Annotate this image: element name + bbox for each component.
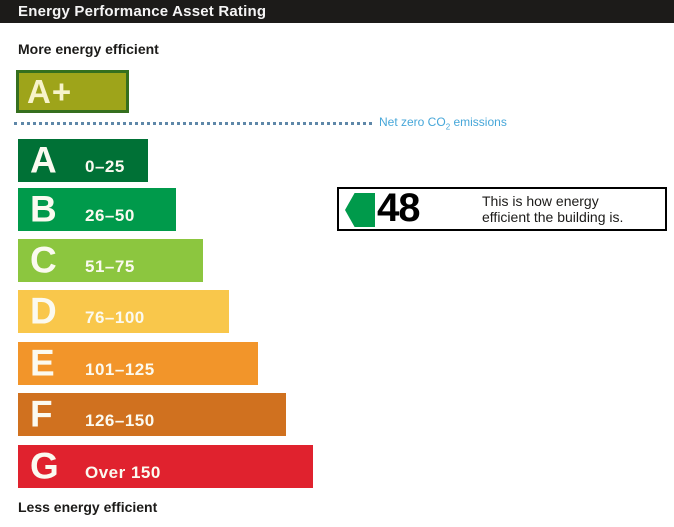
chart-title: Energy Performance Asset Rating <box>18 3 267 20</box>
net-zero-dotted-line <box>14 122 372 125</box>
band-a-plus: A+ <box>16 70 129 113</box>
band-g: G Over 150 <box>18 445 313 488</box>
band-d-range: 76–100 <box>85 308 145 327</box>
rating-description-line2: efficient the building is. <box>482 209 624 225</box>
band-g-letter: G <box>30 444 59 486</box>
rating-value: 48 <box>377 186 420 231</box>
band-c-range: 51–75 <box>85 257 135 276</box>
chart-title-bar: Energy Performance Asset Rating <box>0 0 674 23</box>
band-a: A 0–25 <box>18 139 148 182</box>
rating-indicator: 48 This is how energy efficient the buil… <box>337 187 667 231</box>
rating-arrow-icon <box>345 193 375 227</box>
band-b-range: 26–50 <box>85 206 135 225</box>
band-b: B 26–50 <box>18 188 176 231</box>
rating-description-line1: This is how energy <box>482 193 599 209</box>
net-zero-label: Net zero CO2 emissions <box>379 115 507 131</box>
band-a-letter: A <box>30 138 57 180</box>
band-a-range: 0–25 <box>85 157 125 176</box>
band-d-letter: D <box>30 289 57 331</box>
band-e-letter: E <box>30 341 55 383</box>
more-efficient-label: More energy efficient <box>18 41 159 57</box>
band-e: E 101–125 <box>18 342 258 385</box>
rating-description: This is how energy efficient the buildin… <box>482 193 623 225</box>
band-c-letter: C <box>30 238 57 280</box>
co2-subscript: 2 <box>445 122 451 132</box>
band-g-range: Over 150 <box>85 463 161 482</box>
band-f-letter: F <box>30 392 53 434</box>
less-efficient-label: Less energy efficient <box>18 499 158 515</box>
band-d: D 76–100 <box>18 290 229 333</box>
band-a-plus-letter: A+ <box>27 73 73 110</box>
band-c: C 51–75 <box>18 239 203 282</box>
band-b-letter: B <box>30 187 57 229</box>
band-f-range: 126–150 <box>85 411 155 430</box>
net-zero-text-suffix: emissions <box>450 115 507 129</box>
band-f: F 126–150 <box>18 393 286 436</box>
band-e-range: 101–125 <box>85 360 155 379</box>
net-zero-text-prefix: Net zero CO <box>379 115 446 129</box>
